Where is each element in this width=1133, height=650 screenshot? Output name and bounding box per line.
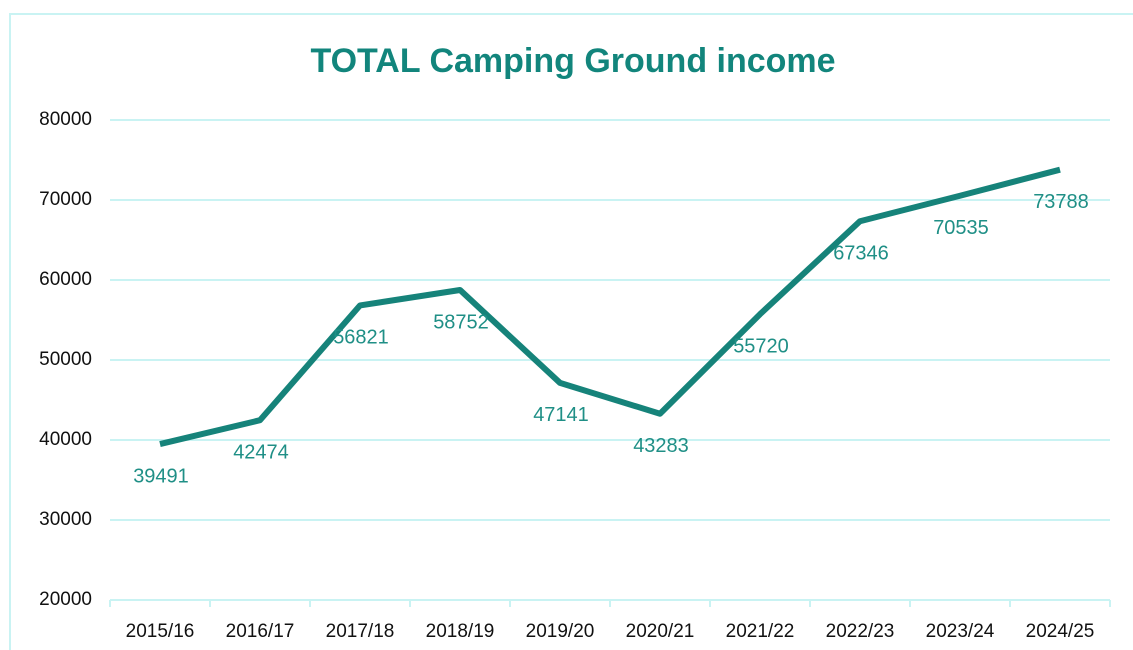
data-label: 39491 bbox=[133, 465, 189, 487]
x-tick-label: 2019/20 bbox=[526, 621, 595, 642]
data-label: 56821 bbox=[333, 327, 389, 349]
y-tick-label: 20000 bbox=[39, 589, 92, 610]
y-tick-label: 40000 bbox=[39, 429, 92, 450]
y-tick-label: 70000 bbox=[39, 189, 92, 210]
x-tick-label: 2020/21 bbox=[626, 621, 695, 642]
x-tick-label: 2021/22 bbox=[726, 621, 795, 642]
data-label: 47141 bbox=[533, 404, 589, 426]
data-label: 43283 bbox=[633, 435, 689, 457]
data-label: 42474 bbox=[233, 441, 289, 463]
x-tick-label: 2016/17 bbox=[226, 621, 295, 642]
data-label: 73788 bbox=[1033, 191, 1089, 213]
chart-title: TOTAL Camping Ground income bbox=[310, 42, 835, 80]
y-tick-label: 50000 bbox=[39, 349, 92, 370]
chart-border bbox=[9, 13, 1133, 650]
y-tick-label: 60000 bbox=[39, 269, 92, 290]
y-tick-label: 30000 bbox=[39, 509, 92, 530]
data-label: 58752 bbox=[433, 311, 489, 333]
x-tick-label: 2023/24 bbox=[926, 621, 995, 642]
x-tick-label: 2015/16 bbox=[126, 621, 195, 642]
data-label: 70535 bbox=[933, 217, 989, 239]
line bbox=[159, 166, 1061, 447]
x-tick-label: 2022/23 bbox=[826, 621, 895, 642]
data-label: 55720 bbox=[733, 336, 789, 358]
x-tick-label: 2024/25 bbox=[1026, 621, 1095, 642]
y-tick-label: 80000 bbox=[39, 109, 92, 130]
x-tick-label: 2017/18 bbox=[326, 621, 395, 642]
data-label: 67346 bbox=[833, 243, 889, 265]
x-tick-label: 2018/19 bbox=[426, 621, 495, 642]
